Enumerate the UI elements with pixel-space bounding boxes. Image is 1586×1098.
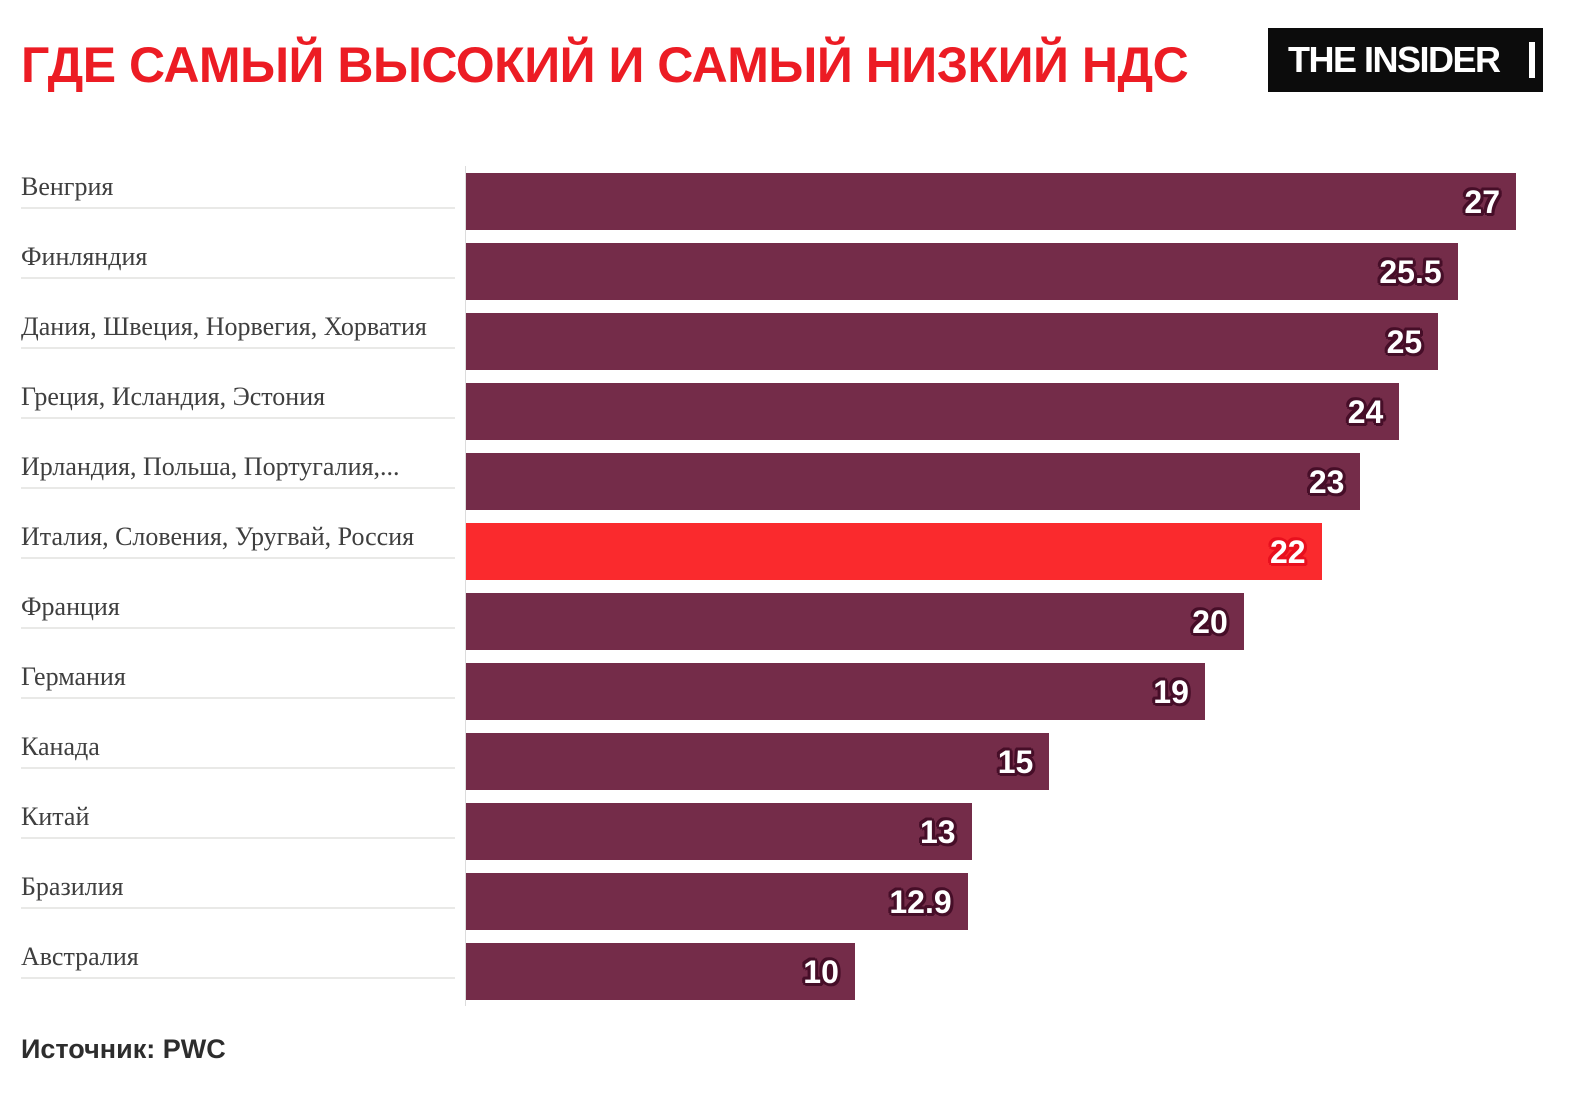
chart-title: ГДЕ САМЫЙ ВЫСОКИЙ И САМЫЙ НИЗКИЙ НДС — [21, 37, 1189, 93]
category-label: Китай — [21, 801, 90, 831]
bar: 24 — [466, 383, 1400, 440]
row-separator: Германия — [21, 656, 455, 699]
category-label-cell: Ирландия, Польша, Португалия,... — [0, 446, 466, 516]
chart-row: Венгрия 27 — [0, 166, 1586, 236]
category-label: Дания, Швеция, Норвегия, Хорватия — [21, 311, 427, 341]
bar-cell: 24 — [466, 376, 1586, 446]
chart-row: Франция 20 — [0, 586, 1586, 656]
bar-cell: 22 — [466, 516, 1586, 586]
row-separator: Китай — [21, 796, 455, 839]
row-separator: Греция, Исландия, Эстония — [21, 376, 455, 419]
bar-cell: 19 — [466, 656, 1586, 726]
chart-row: Финляндия 25.5 — [0, 236, 1586, 306]
chart-row: Канада 15 — [0, 726, 1586, 796]
category-label-cell: Бразилия — [0, 866, 466, 936]
row-separator: Финляндия — [21, 236, 455, 279]
chart-row: Греция, Исландия, Эстония 24 — [0, 376, 1586, 446]
bar-chart: Венгрия 27 Финляндия 25.5 Дания, Швеция, Нор… — [0, 166, 1586, 1006]
category-label: Австралия — [21, 941, 139, 971]
chart-row: Германия 19 — [0, 656, 1586, 726]
bar-value-label: 15 — [997, 743, 1034, 780]
bar: 10 — [466, 943, 855, 1000]
row-separator: Франция — [21, 586, 455, 629]
bar: 25.5 — [466, 243, 1458, 300]
category-label-cell: Венгрия — [0, 166, 466, 236]
bar-value-label: 24 — [1347, 393, 1384, 430]
bar-cell: 10 — [466, 936, 1586, 1006]
bar-value-label: 27 — [1464, 183, 1500, 220]
category-label: Греция, Исландия, Эстония — [21, 381, 326, 411]
row-separator: Дания, Швеция, Норвегия, Хорватия — [21, 306, 455, 349]
bar-cell: 23 — [466, 446, 1586, 516]
bar-value-label: 22 — [1269, 533, 1306, 570]
category-label-cell: Дания, Швеция, Норвегия, Хорватия — [0, 306, 466, 376]
chart-row: Дания, Швеция, Норвегия, Хорватия 25 — [0, 306, 1586, 376]
bar-cell: 25.5 — [466, 236, 1586, 306]
category-label: Франция — [21, 591, 120, 621]
logo-cursor-icon — [1529, 42, 1535, 78]
category-label: Ирландия, Польша, Португалия,... — [21, 451, 400, 481]
bar-value-label: 13 — [919, 813, 956, 850]
row-separator: Бразилия — [21, 866, 455, 909]
bar-value-label: 20 — [1192, 603, 1228, 640]
logo-text: THE INSIDER — [1288, 39, 1501, 80]
category-label-cell: Австралия — [0, 936, 466, 1006]
chart-row: Австралия 10 — [0, 936, 1586, 1006]
y-axis-line — [465, 166, 466, 1006]
bar: 23 — [466, 453, 1361, 510]
row-separator: Италия, Словения, Уругвай, Россия — [21, 516, 455, 559]
bar-cell: 25 — [466, 306, 1586, 376]
chart-row: Италия, Словения, Уругвай, Россия 22 — [0, 516, 1586, 586]
bar: 27 — [466, 173, 1516, 230]
bar-value-label: 25 — [1386, 323, 1423, 360]
bar-cell: 27 — [466, 166, 1586, 236]
category-label: Германия — [21, 661, 126, 691]
category-label-cell: Германия — [0, 656, 466, 726]
bar-cell: 13 — [466, 796, 1586, 866]
bar: 13 — [466, 803, 972, 860]
category-label-cell: Канада — [0, 726, 466, 796]
bar-highlighted: 22 — [466, 523, 1322, 580]
bar-cell: 15 — [466, 726, 1586, 796]
bar: 19 — [466, 663, 1205, 720]
bar: 20 — [466, 593, 1244, 650]
category-label: Венгрия — [21, 171, 114, 201]
row-separator: Венгрия — [21, 166, 455, 209]
bar: 15 — [466, 733, 1050, 790]
bar-cell: 12.9 — [466, 866, 1586, 936]
chart-row: Ирландия, Польша, Португалия,... 23 — [0, 446, 1586, 516]
category-label: Финляндия — [21, 241, 148, 271]
bar-value-label: 10 — [803, 953, 839, 990]
chart-row: Китай 13 — [0, 796, 1586, 866]
the-insider-logo: THE INSIDER — [1268, 28, 1543, 92]
category-label-cell: Китай — [0, 796, 466, 866]
source-note: Источник: PWC — [21, 1034, 226, 1064]
category-label-cell: Франция — [0, 586, 466, 656]
bar-value-label: 19 — [1153, 673, 1189, 710]
row-separator: Канада — [21, 726, 455, 769]
bar-cell: 20 — [466, 586, 1586, 656]
category-label: Канада — [21, 731, 100, 761]
category-label-cell: Финляндия — [0, 236, 466, 306]
bar: 12.9 — [466, 873, 968, 930]
category-label-cell: Греция, Исландия, Эстония — [0, 376, 466, 446]
bar-value-label: 12.9 — [889, 883, 952, 920]
category-label: Бразилия — [21, 871, 124, 901]
bar-value-label: 23 — [1308, 463, 1345, 500]
bar-value-label: 25.5 — [1379, 253, 1442, 290]
category-label-cell: Италия, Словения, Уругвай, Россия — [0, 516, 466, 586]
category-label: Италия, Словения, Уругвай, Россия — [21, 521, 415, 551]
bar: 25 — [466, 313, 1439, 370]
row-separator: Ирландия, Польша, Португалия,... — [21, 446, 455, 489]
row-separator: Австралия — [21, 936, 455, 979]
chart-row: Бразилия 12.9 — [0, 866, 1586, 936]
